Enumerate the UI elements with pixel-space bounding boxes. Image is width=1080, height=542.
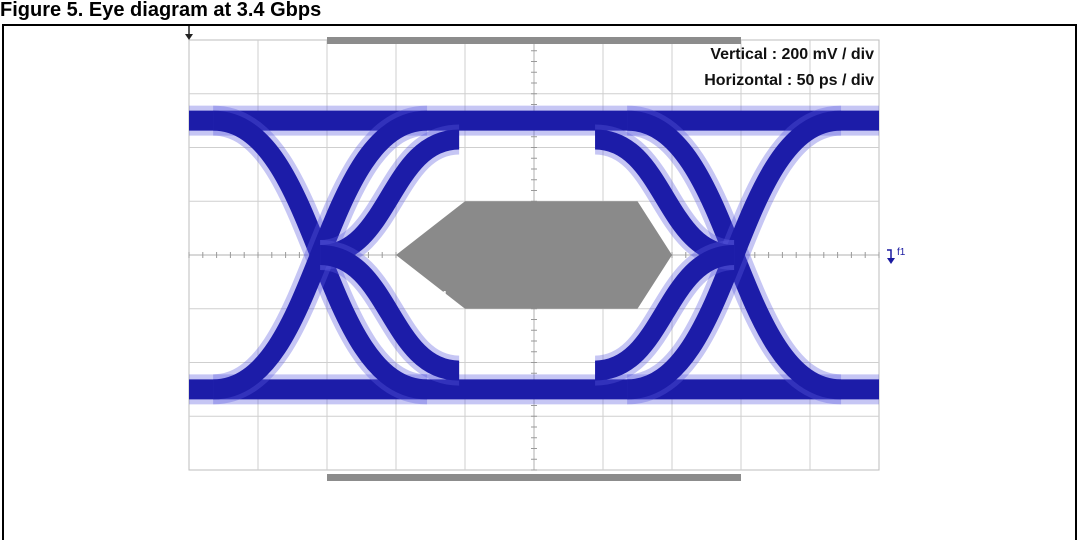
- eye-mask: 1: [396, 201, 672, 309]
- reference-marker-icon: [887, 249, 892, 260]
- bottom-marker-bar: [327, 474, 741, 481]
- reference-marker-label: f1: [897, 247, 906, 258]
- time-marker-bars: [327, 37, 741, 481]
- eye-mask-polygon: [396, 201, 672, 309]
- figure-caption: Figure 5. Eye diagram at 3.4 Gbps: [0, 0, 322, 21]
- reference-arrowhead-icon: [887, 258, 895, 264]
- trace-inner-lower-1: [319, 245, 460, 381]
- annotations: Vertical : 200 mV / div Horizontal : 50 …: [704, 46, 874, 89]
- top-marker-bar: [327, 37, 741, 44]
- figure-frame: 1 Vertical : 200 mV / div Horizontal : 5…: [2, 24, 1077, 540]
- scope-display: 1 Vertical : 200 mV / div Horizontal : 5…: [185, 26, 906, 481]
- trigger-arrowhead-icon: [185, 34, 193, 40]
- vertical-scale-label: Vertical : 200 mV / div: [710, 46, 874, 63]
- horizontal-scale-label: Horizontal : 50 ps / div: [704, 72, 874, 89]
- trace-inner-lower-2: [594, 245, 735, 381]
- markers: f1: [185, 26, 906, 264]
- mask-label: 1: [441, 288, 449, 304]
- eye-traces: [189, 105, 879, 405]
- caption-strip: Figure 5. Eye diagram at 3.4 Gbps: [0, 0, 1080, 22]
